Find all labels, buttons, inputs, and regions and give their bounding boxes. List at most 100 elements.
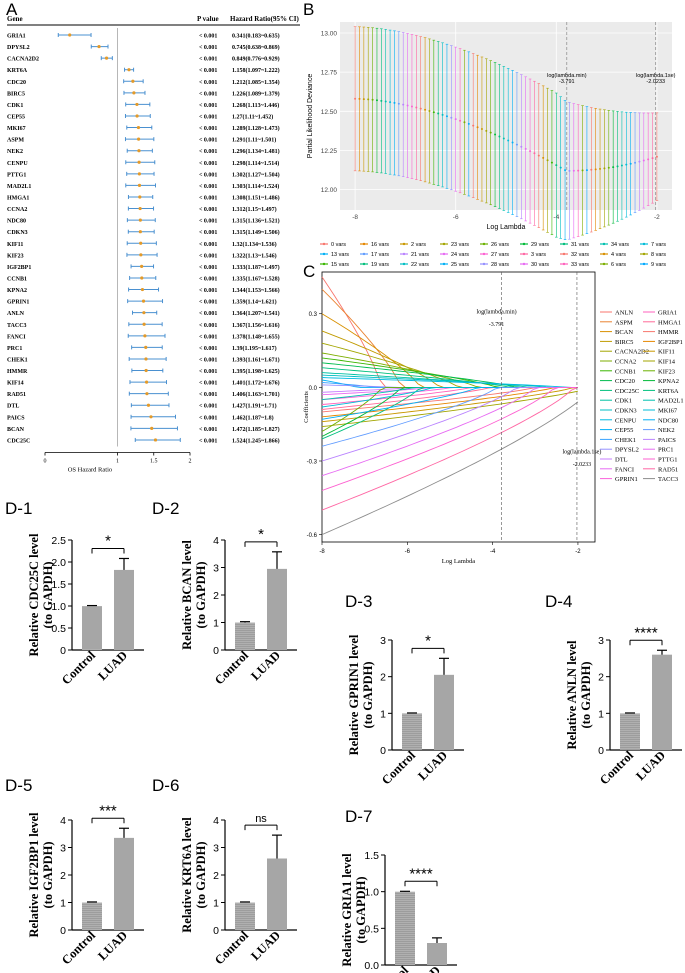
forest-x-tick-label: 1 <box>116 459 119 465</box>
lasso-legend-label: HMGA1 <box>658 319 681 326</box>
bar-y-tick-label: 1.0 <box>51 601 66 613</box>
cv-plot-area <box>340 22 672 210</box>
lasso-coef-path <box>321 386 578 462</box>
cv-mean-point <box>559 166 562 169</box>
significance-marker: * <box>105 532 111 549</box>
forest-hr-text: 1.303(1.114~1.524) <box>232 183 279 190</box>
cv-mean-point <box>463 121 466 124</box>
bar-y-tick-label: 0.0 <box>364 960 379 972</box>
forest-gene-label: CEP55 <box>7 114 25 120</box>
forest-p-value: < 0.001 <box>199 288 217 294</box>
lasso-legend-label: CDK1 <box>615 398 632 405</box>
bar-y-tick-label: 2.0 <box>51 557 66 569</box>
cv-y-tick-label: 13.00 <box>321 30 338 37</box>
cv-legend-label: 30 vars <box>531 262 549 268</box>
forest-gene-label: PTTG1 <box>7 172 26 178</box>
forest-hr-text: 1.344(1.153~1.566) <box>232 287 280 294</box>
cv-legend-label: 15 vars <box>331 262 349 268</box>
lasso-legend-label: CCNB1 <box>615 368 636 375</box>
forest-p-value: < 0.001 <box>199 300 217 306</box>
bar-category-label: LUAD <box>633 748 668 783</box>
cv-mean-point <box>542 156 545 159</box>
forest-x-label: OS Hazard Ratio <box>68 467 112 474</box>
cv-mean-point <box>459 119 462 122</box>
cv-legend-dot <box>522 242 526 246</box>
cv-mean-point <box>432 111 435 114</box>
cv-legend-label: 27 vars <box>491 252 509 258</box>
forest-hr-text: 1.427(1.191~1.71) <box>232 403 277 410</box>
forest-point <box>137 149 141 153</box>
forest-point <box>145 392 149 396</box>
forest-p-value: < 0.001 <box>199 114 217 120</box>
cv-mean-point <box>507 139 510 142</box>
forest-gene-label: ASPM <box>7 138 24 144</box>
cv-legend-dot <box>562 242 566 246</box>
cv-mean-point <box>476 126 479 129</box>
lasso-legend-label: NEK2 <box>658 427 675 434</box>
forest-gene-label: KPNA2 <box>7 288 27 294</box>
forest-header-hr: Hazard Ratio(95% CI) <box>230 15 299 23</box>
bar-y-label: (to GAPDH) <box>194 842 208 909</box>
bar-panel-label: D-3 <box>345 592 372 611</box>
lasso-x-tick-label: -8 <box>319 549 325 555</box>
forest-point <box>142 311 146 315</box>
cv-legend-label: 21 vars <box>411 252 429 258</box>
lasso-x-tick-label: -2 <box>575 549 581 555</box>
forest-p-value: < 0.001 <box>199 404 217 410</box>
panel-label-b: B <box>303 0 315 19</box>
cv-mean-point <box>581 169 584 172</box>
forest-hr-text: 1.291(1.11~1.501) <box>232 137 276 144</box>
forest-p-value: < 0.001 <box>199 68 217 74</box>
cv-mean-point <box>454 118 457 121</box>
cv-legend-dot <box>482 252 486 256</box>
bar-y-tick-label: 2 <box>60 870 66 882</box>
cv-mean-point <box>515 143 518 146</box>
cv-x-tick-label: -2 <box>654 214 660 221</box>
bar-y-tick-label: 1.0 <box>364 887 379 899</box>
forest-point <box>131 79 135 83</box>
lasso-legend-label: HMMR <box>658 329 679 336</box>
cv-legend-label: 26 vars <box>491 242 509 248</box>
forest-hr-text: 1.472(1.185~1.827) <box>232 426 280 433</box>
forest-point <box>139 241 143 245</box>
bar-y-label: (to GAPDH) <box>579 662 593 729</box>
forest-gene-label: BCAN <box>7 427 25 433</box>
cv-mean-point <box>362 98 365 101</box>
forest-gene-label: NEK2 <box>7 149 23 155</box>
forest-hr-text: 1.289(1.128~1.473) <box>232 125 280 132</box>
bar-y-tick-label: 0 <box>213 645 219 657</box>
lasso-legend-label: BIRC5 <box>615 339 633 346</box>
cv-mean-point <box>354 97 357 100</box>
forest-gene-label: CCNA2 <box>7 207 27 213</box>
cv-legend-dot <box>402 242 406 246</box>
forest-hr-text: 1.27(1.11~1.452) <box>232 113 273 120</box>
forest-gene-label: CACNA2D2 <box>7 57 39 63</box>
lasso-legend-label: CEP55 <box>615 427 633 434</box>
forest-x-tick-label: 2 <box>189 459 192 465</box>
cv-legend-dot <box>482 262 486 266</box>
lasso-lambda-min-label: log(lambda.min) <box>476 309 516 316</box>
forest-gene-label: KRT6A <box>7 68 28 74</box>
forest-p-value: < 0.001 <box>199 207 217 213</box>
cv-lambda-1se-value: -2.0233 <box>646 79 665 85</box>
cv-mean-point <box>550 161 553 164</box>
cv-mean-point <box>402 103 405 106</box>
forest-point <box>132 91 136 95</box>
forest-x-tick-label: 0 <box>44 459 47 465</box>
forest-gene-label: MAD2L1 <box>7 184 31 190</box>
cv-legend-label: 31 vars <box>571 242 589 248</box>
forest-hr-text: 0.849(0.776~0.929) <box>232 56 280 63</box>
lasso-lambda-1se-label: log(lambda.1se) <box>563 449 602 456</box>
bar-y-label: Relative GPRIN1 level <box>347 634 361 755</box>
forest-p-value: < 0.001 <box>199 253 217 259</box>
cv-mean-point <box>397 102 400 105</box>
lasso-legend-label: CACNA2D2 <box>615 349 649 356</box>
forest-gene-label: TACC3 <box>7 323 27 329</box>
bar-y-tick-label: 4 <box>213 815 219 827</box>
cv-mean-point <box>546 159 549 162</box>
cv-mean-point <box>389 101 392 104</box>
forest-point <box>146 403 151 407</box>
forest-gene-label: KIF23 <box>7 253 24 259</box>
